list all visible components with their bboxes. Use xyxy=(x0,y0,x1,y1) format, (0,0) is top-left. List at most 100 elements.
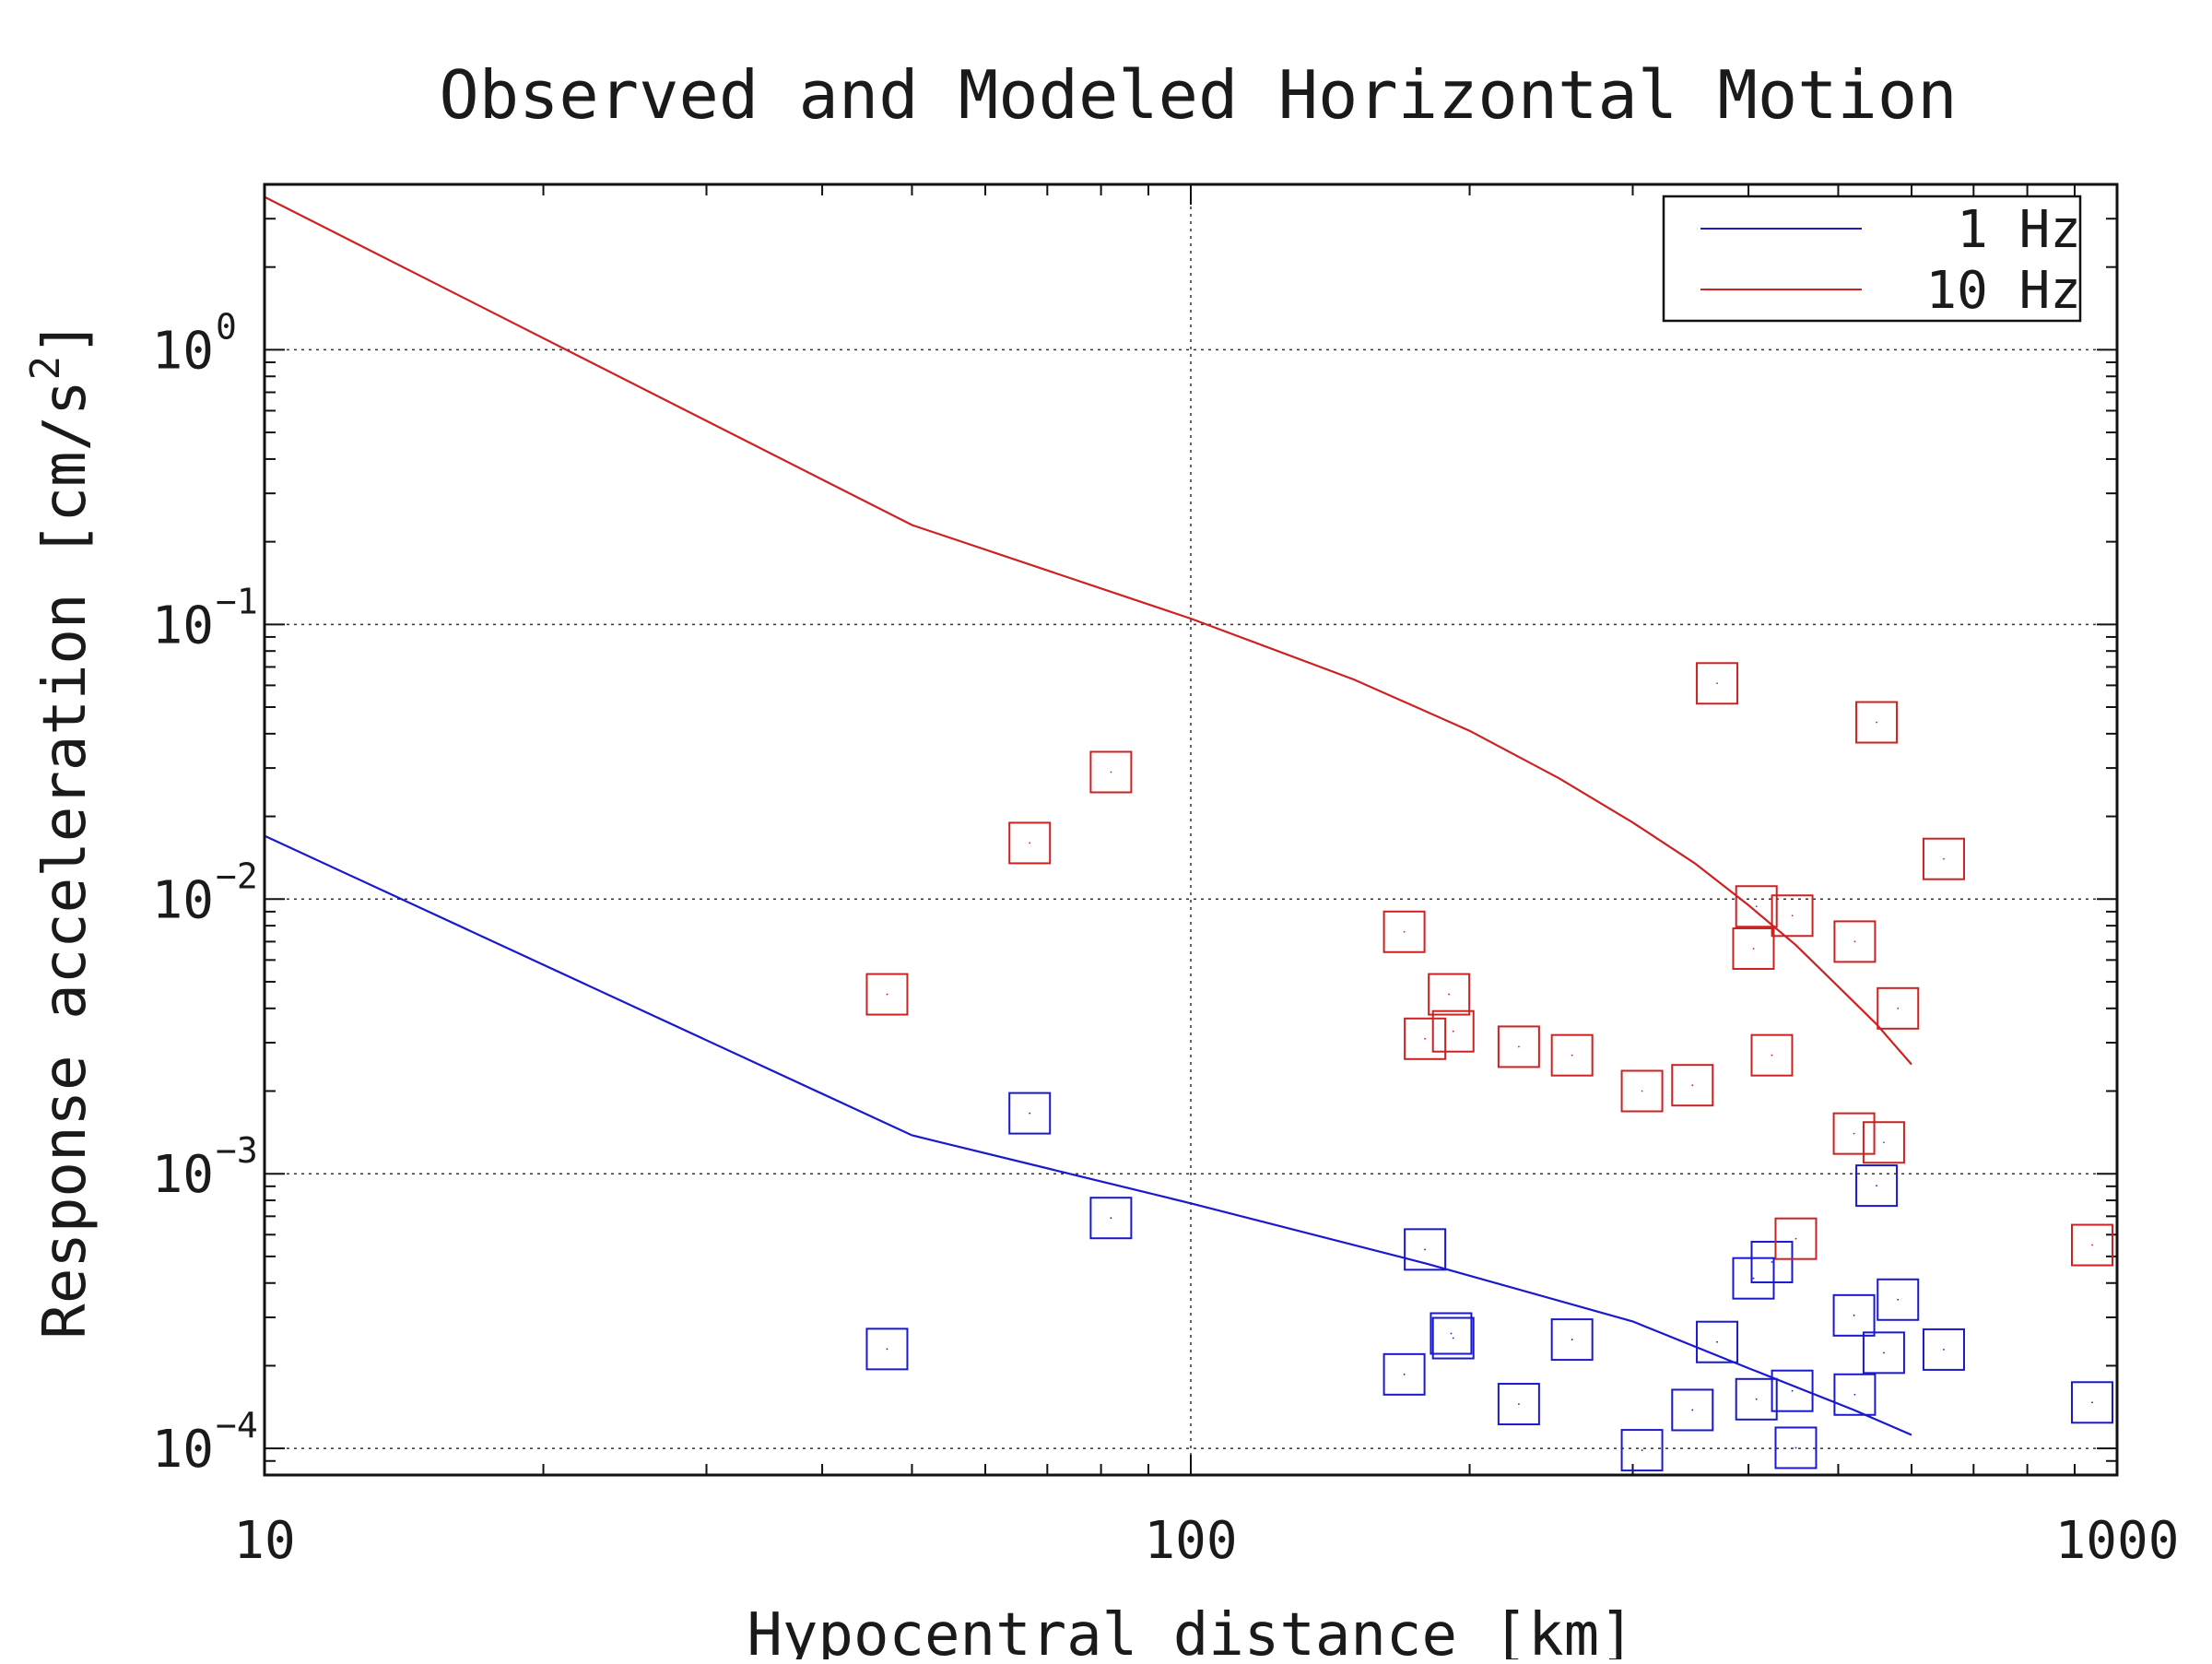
data-point-center-1hz xyxy=(1853,1393,1856,1396)
data-point-1hz xyxy=(1771,1369,1814,1412)
data-point-10hz xyxy=(1750,1033,1794,1077)
data-point-center-10hz xyxy=(1791,915,1794,917)
data-point-center-10hz xyxy=(1452,1030,1454,1033)
y-tick-label-exp: −1 xyxy=(216,581,258,621)
y-tick-label-exp: −3 xyxy=(216,1130,258,1171)
data-point-center-1hz xyxy=(1752,1277,1755,1280)
x-axis-label: Hypocentral distance [km] xyxy=(747,1601,1634,1659)
legend: 1 Hz 10 Hz xyxy=(1662,195,2082,323)
data-point-10hz xyxy=(1431,1009,1475,1053)
data-point-center-1hz xyxy=(1771,1261,1773,1263)
data-point-center-10hz xyxy=(886,993,888,996)
y-tick-label-exp: 0 xyxy=(216,306,237,347)
data-point-center-1hz xyxy=(1029,1112,1031,1115)
legend-label-1hz: 1 Hz xyxy=(1957,200,2081,260)
data-point-1hz xyxy=(1862,1331,1905,1375)
data-point-10hz xyxy=(1550,1033,1594,1077)
data-point-center-10hz xyxy=(1403,930,1406,933)
y-tick-label-base: 10 xyxy=(152,1420,214,1480)
data-point-1hz xyxy=(1922,1328,1965,1371)
data-point-center-1hz xyxy=(1641,1449,1643,1451)
data-point-1hz xyxy=(1430,1312,1473,1355)
data-point-10hz xyxy=(1620,1069,1664,1113)
data-point-10hz xyxy=(1008,821,1052,865)
data-point-center-1hz xyxy=(1876,1185,1877,1187)
y-tick-label-base: 10 xyxy=(152,321,214,381)
data-point-1hz xyxy=(1877,1278,1920,1321)
data-point-10hz xyxy=(1089,750,1133,794)
data-point-10hz xyxy=(1855,701,1899,744)
data-point-10hz xyxy=(1832,1112,1876,1155)
data-point-center-10hz xyxy=(1110,771,1112,773)
data-point-center-10hz xyxy=(1876,721,1877,724)
data-point-center-1hz xyxy=(1883,1351,1885,1354)
data-point-1hz xyxy=(1732,1257,1775,1300)
data-point-10hz xyxy=(1696,662,1739,705)
y-tick-label-base: 10 xyxy=(152,870,214,930)
data-point-1hz xyxy=(1696,1320,1739,1363)
data-point-center-1hz xyxy=(1110,1217,1112,1220)
data-point-center-10hz xyxy=(1716,682,1718,685)
data-point-center-10hz xyxy=(1794,1237,1797,1240)
legend-label-10hz: 10 Hz xyxy=(1925,261,2081,321)
data-point-center-10hz xyxy=(1853,1132,1855,1135)
grid xyxy=(265,184,2117,1475)
data-point-center-10hz xyxy=(1517,1045,1520,1048)
data-point-center-1hz xyxy=(1853,1314,1855,1316)
data-point-10hz xyxy=(1774,1217,1818,1260)
data-point-center-10hz xyxy=(1853,940,1856,943)
data-point-center-1hz xyxy=(1517,1403,1520,1405)
data-point-10hz xyxy=(1497,1025,1540,1068)
data-point-center-10hz xyxy=(1029,842,1031,844)
data-point-1hz xyxy=(1089,1197,1133,1240)
data-point-10hz xyxy=(1735,885,1778,928)
data-point-center-10hz xyxy=(1641,1090,1643,1092)
series-layer xyxy=(264,195,2113,1472)
data-point-1hz xyxy=(1008,1092,1052,1135)
data-point-1hz xyxy=(1382,1352,1426,1396)
x-tick-labels: 10 100 1000 xyxy=(233,1511,2179,1571)
data-point-1hz xyxy=(1774,1426,1818,1469)
data-point-1hz xyxy=(1735,1377,1778,1421)
y-axis-label-sup: 2 xyxy=(22,356,69,381)
x-tick-label: 100 xyxy=(1144,1511,1237,1571)
data-point-center-10hz xyxy=(1771,1054,1773,1056)
data-point-1hz xyxy=(1750,1240,1794,1283)
data-point-center-1hz xyxy=(886,1348,888,1351)
data-point-center-1hz xyxy=(1403,1373,1406,1375)
data-point-10hz xyxy=(1922,837,1965,880)
data-point-10hz xyxy=(1404,1017,1447,1060)
data-point-center-1hz xyxy=(1424,1248,1427,1251)
y-axis-label: Response acceleration [cm/s2] xyxy=(22,320,100,1339)
y-tick-label-base: 10 xyxy=(152,596,214,655)
data-point-10hz xyxy=(1862,1121,1905,1164)
model-line-10hz xyxy=(264,195,1912,1066)
data-point-10hz xyxy=(1428,973,1471,1016)
x-tick-label: 1000 xyxy=(2055,1511,2180,1571)
data-point-10hz xyxy=(865,973,909,1016)
data-point-center-1hz xyxy=(1716,1340,1718,1343)
y-tick-label-base: 10 xyxy=(152,1145,214,1205)
plot-frame xyxy=(263,183,2119,1477)
data-point-center-1hz xyxy=(2091,1401,2093,1404)
data-point-center-1hz xyxy=(1794,1446,1797,1449)
data-point-center-10hz xyxy=(1424,1037,1427,1040)
data-point-10hz xyxy=(1771,894,1814,938)
data-point-1hz xyxy=(1855,1164,1899,1208)
data-point-center-1hz xyxy=(1450,1332,1453,1335)
data-point-1hz xyxy=(2070,1381,2113,1424)
y-tick-label-exp: −4 xyxy=(216,1405,258,1446)
data-point-center-1hz xyxy=(1755,1398,1758,1400)
legend-box xyxy=(1662,195,2082,323)
data-point-center-10hz xyxy=(1943,857,1945,860)
data-point-center-10hz xyxy=(1755,905,1758,908)
data-point-center-10hz xyxy=(1448,993,1451,996)
data-point-1hz xyxy=(1550,1318,1594,1362)
data-point-1hz xyxy=(1620,1429,1664,1472)
data-point-10hz xyxy=(1671,1064,1714,1107)
data-point-center-10hz xyxy=(1752,948,1755,950)
data-point-center-1hz xyxy=(1791,1389,1794,1392)
data-point-1hz xyxy=(1404,1228,1447,1271)
data-point-center-1hz xyxy=(1897,1298,1900,1301)
